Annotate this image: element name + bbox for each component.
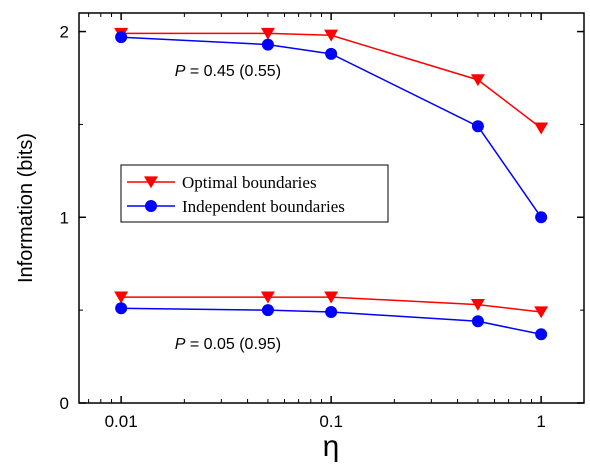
p-symbol: P <box>175 336 186 353</box>
annotations: P = 0.45 (0.55)P = 0.05 (0.95) <box>175 63 281 353</box>
p-value-text: = 0.05 (0.95) <box>185 336 281 353</box>
data-point <box>535 328 548 341</box>
y-axis-title: Information (bits) <box>15 133 37 283</box>
p-value-annotation: P = 0.45 (0.55) <box>175 63 281 80</box>
data-point <box>535 211 548 224</box>
legend-box <box>120 164 389 223</box>
data-point <box>534 306 549 319</box>
p-symbol: P <box>175 63 186 80</box>
p-value-text: = 0.45 (0.55) <box>185 63 281 80</box>
data-point <box>470 74 485 87</box>
legend-marker <box>144 176 158 189</box>
x-tick-label: 0.01 <box>105 412 138 431</box>
y-tick-label: 1 <box>60 208 69 227</box>
data-point <box>325 47 338 60</box>
data-point <box>261 38 274 51</box>
legend-label: Independent boundaries <box>182 197 345 216</box>
series-markers <box>114 27 549 341</box>
x-axis-title: η <box>323 430 340 463</box>
data-point <box>534 122 549 135</box>
p-value-annotation: P = 0.05 (0.95) <box>175 336 281 353</box>
data-point <box>324 291 339 304</box>
data-point <box>260 27 275 40</box>
data-point <box>471 120 484 133</box>
data-point <box>470 298 485 311</box>
legend-label: Optimal boundaries <box>182 173 317 192</box>
data-point <box>260 291 275 304</box>
data-point <box>115 302 128 315</box>
data-point <box>114 291 129 304</box>
legend: Optimal boundaries Independent boundaries <box>120 164 389 223</box>
data-point <box>325 306 338 318</box>
x-tick-label: 1 <box>536 412 545 431</box>
legend-marker <box>145 200 157 212</box>
data-point <box>471 315 484 328</box>
data-point <box>324 29 339 42</box>
data-point <box>261 304 274 317</box>
data-point <box>115 31 128 44</box>
axis-ticks: 0.01 0.1 1 0 1 2 <box>60 13 584 431</box>
x-tick-label: 0.1 <box>319 412 343 431</box>
y-tick-label: 2 <box>60 23 69 42</box>
y-tick-label: 0 <box>60 394 69 413</box>
